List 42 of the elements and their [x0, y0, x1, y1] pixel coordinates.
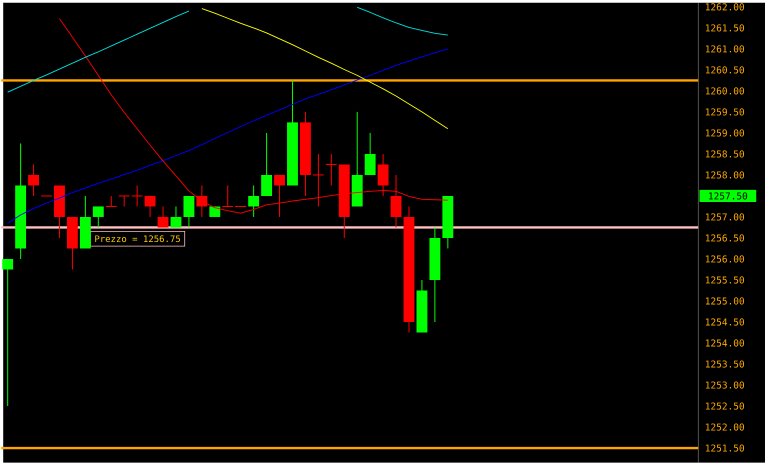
candlestick [261, 132, 272, 196]
candlestick [131, 184, 144, 207]
candlestick [105, 195, 118, 207]
y-tick-label: 1255.00 [706, 297, 744, 305]
y-tick-label: 1258.50 [706, 150, 744, 158]
y-tick-label: 1252.00 [706, 423, 744, 431]
candlestick [118, 195, 130, 207]
y-tick-label: 1260.50 [706, 66, 744, 74]
y-tick-label: 1261.50 [706, 24, 744, 32]
y-tick-label: 1254.00 [706, 339, 744, 347]
line-series [7, 48, 448, 224]
y-tick-label: 1255.50 [706, 276, 744, 284]
candlestick [248, 184, 260, 218]
y-tick-label: 1252.50 [706, 402, 744, 410]
candlestick [170, 206, 182, 228]
y-tick-label: 1259.50 [706, 108, 744, 116]
ref-line-label: Prezzo = 1256.75 [95, 235, 180, 242]
y-tick-label: 1254.50 [706, 318, 744, 326]
candlestick [325, 153, 338, 186]
text: 1257.50 [709, 192, 748, 200]
candlestick [28, 164, 40, 196]
y-tick-label: 1261.00 [706, 45, 744, 52]
y-tick-label: 1253.00 [706, 381, 744, 389]
candlestick [222, 184, 234, 207]
candlestick [378, 153, 389, 196]
candlestick [364, 132, 376, 176]
y-tick-label: 1251.50 [706, 444, 744, 452]
candlestick [144, 195, 156, 218]
candlestick [92, 206, 104, 228]
line-series [201, 8, 448, 130]
y-tick-label: 1256.50 [706, 234, 744, 242]
candlestick [312, 153, 324, 207]
candlestick [2, 258, 14, 406]
y-tick-label: 1258.00 [706, 171, 744, 178]
y-tick-label: 1262.00 [706, 3, 744, 10]
y-tick-label: 1253.50 [706, 360, 744, 368]
y-tick-label: 1256.00 [706, 255, 744, 262]
y-tick-label: 1257.00 [706, 213, 744, 220]
y-tick-label: 1259.00 [706, 129, 744, 136]
candlestick [183, 195, 194, 228]
y-tick-label: 1260.00 [706, 87, 744, 94]
candlestick [158, 206, 168, 228]
